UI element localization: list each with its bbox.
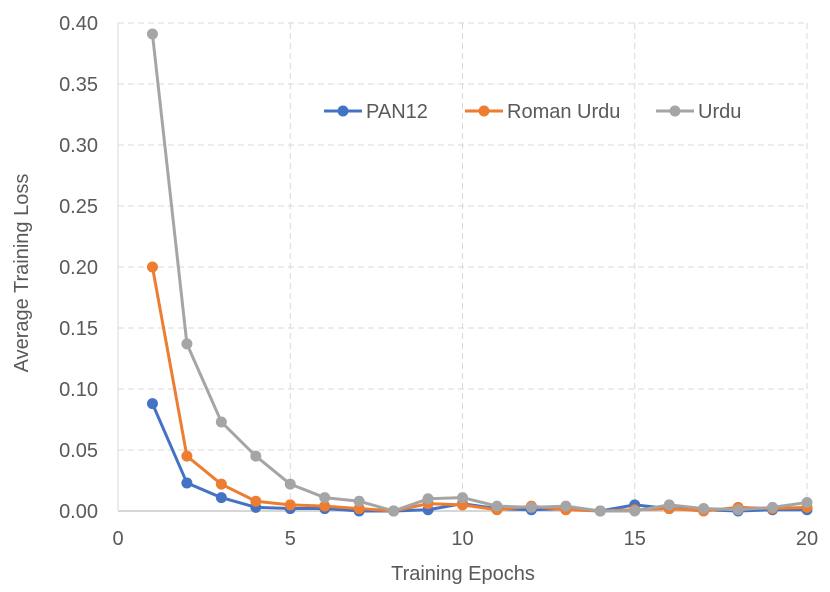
- y-tick-label: 0.15: [59, 318, 98, 340]
- data-point: [319, 492, 331, 504]
- data-point: [629, 505, 641, 517]
- data-point: [801, 496, 813, 508]
- data-point: [491, 500, 503, 512]
- data-point: [422, 493, 434, 505]
- x-tick-label: 10: [451, 528, 473, 550]
- series-line: [150, 32, 809, 513]
- data-point: [250, 495, 262, 507]
- y-tick-label: 0.35: [59, 74, 98, 96]
- data-point: [560, 500, 572, 512]
- data-point: [181, 450, 193, 462]
- data-point: [284, 478, 296, 490]
- data-point: [732, 504, 744, 516]
- data-point: [594, 505, 606, 517]
- y-tick-label: 0.25: [59, 196, 98, 218]
- legend-item: Roman Urdu: [465, 101, 620, 123]
- legend-swatch-marker: [669, 105, 681, 117]
- legend-item: PAN12: [324, 101, 428, 123]
- legend-label: PAN12: [366, 101, 428, 123]
- y-tick-label: 0.00: [59, 501, 98, 523]
- data-point: [457, 492, 468, 504]
- x-tick-label: 5: [285, 528, 296, 550]
- x-axis-title: Training Epochs: [391, 563, 535, 585]
- data-point: [698, 503, 710, 515]
- y-tick-label: 0.10: [59, 379, 98, 401]
- grid-lines: [118, 22, 808, 511]
- data-point: [767, 501, 779, 513]
- data-point: [146, 261, 158, 273]
- data-point: [181, 338, 193, 350]
- data-point: [215, 416, 227, 428]
- legend-swatch-marker: [478, 105, 490, 117]
- legend-item: Urdu: [656, 101, 741, 123]
- data-point: [388, 505, 400, 517]
- x-tick-label: 0: [112, 528, 123, 550]
- y-tick-label: 0.05: [59, 440, 98, 462]
- data-point: [146, 28, 158, 40]
- data-point: [181, 477, 193, 489]
- data-point: [284, 499, 296, 511]
- series-urdu: [146, 28, 813, 517]
- x-tick-label: 20: [796, 528, 818, 550]
- series-pan12: [146, 398, 813, 517]
- data-point: [215, 478, 227, 490]
- y-tick-label: 0.40: [59, 13, 98, 35]
- x-tick-labels: 0 5 10 15 20: [112, 528, 818, 550]
- data-point: [250, 450, 262, 462]
- data-point: [215, 492, 227, 504]
- data-point: [146, 398, 158, 410]
- data-series: [146, 28, 813, 517]
- data-point: [319, 500, 331, 512]
- data-point: [525, 501, 537, 513]
- y-axis-title: Average Training Loss: [11, 174, 33, 373]
- y-tick-label: 0.30: [59, 135, 98, 157]
- series-line: [150, 265, 809, 513]
- y-tick-labels: 0.00 0.05 0.10 0.15 0.20 0.25 0.30 0.35 0.40: [59, 13, 98, 523]
- legend-swatch-marker: [337, 105, 349, 117]
- data-point: [663, 499, 675, 511]
- data-point: [353, 495, 365, 507]
- legend: PAN12 Roman Urdu Urdu: [324, 101, 741, 123]
- x-tick-label: 15: [624, 528, 646, 550]
- legend-label: Urdu: [698, 101, 741, 123]
- legend-label: Roman Urdu: [507, 101, 620, 123]
- y-tick-label: 0.20: [59, 257, 98, 279]
